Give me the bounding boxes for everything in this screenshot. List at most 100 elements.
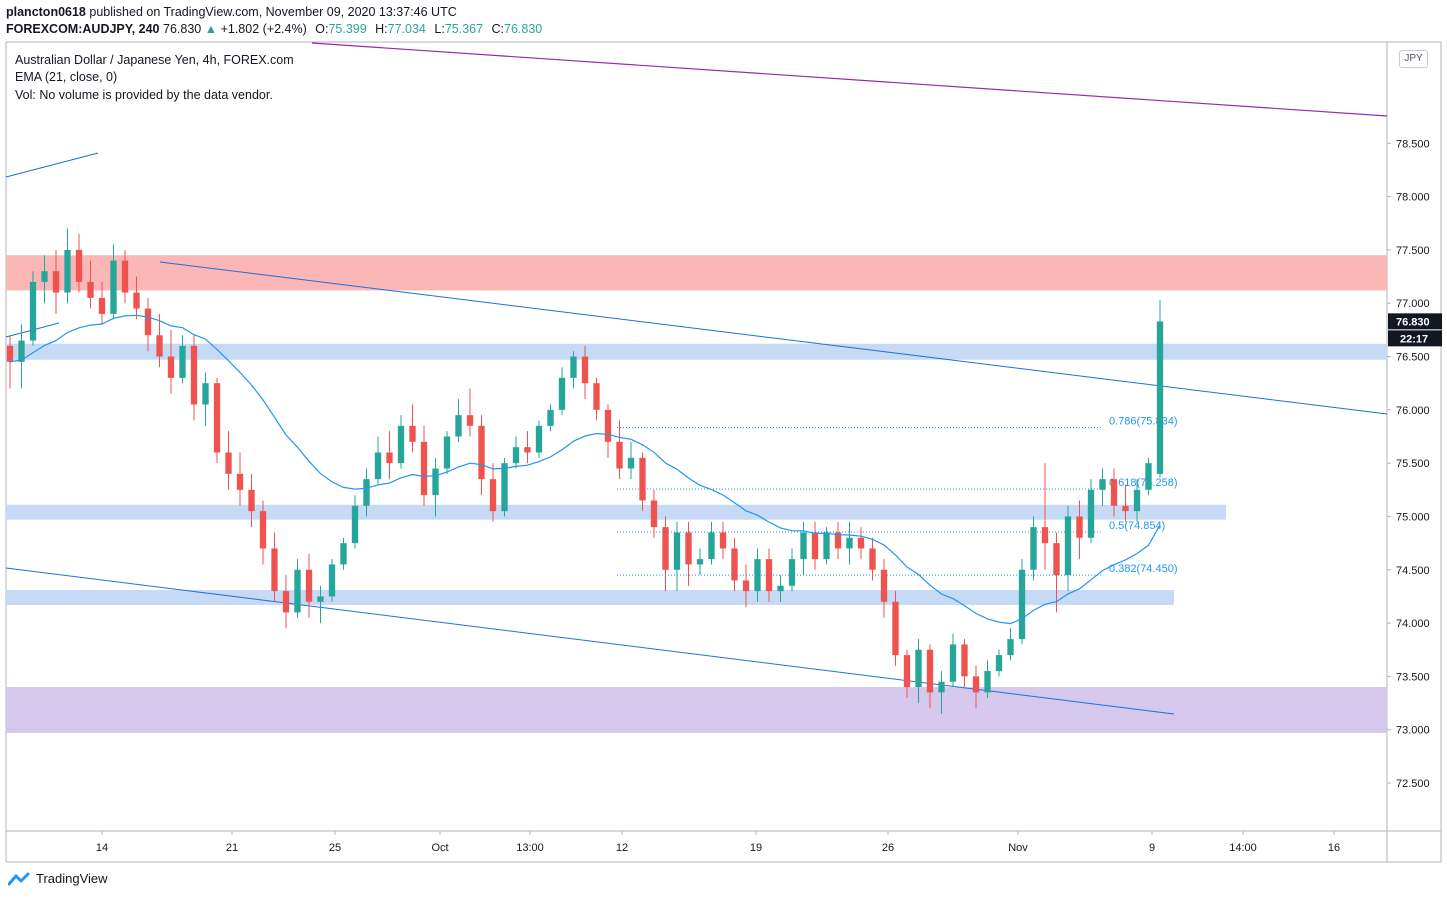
candle-body xyxy=(1110,479,1118,506)
candle-body xyxy=(731,548,738,581)
time-tick-10: 14:00 xyxy=(1229,842,1257,854)
candle-body xyxy=(581,356,589,384)
channel-top-line xyxy=(159,261,1388,415)
countdown-tag xyxy=(1388,330,1442,347)
candle-body xyxy=(98,297,106,314)
candle-body xyxy=(1041,527,1049,544)
ema-line xyxy=(9,314,1161,625)
candle-body xyxy=(374,452,382,480)
brand-name: TradingView xyxy=(36,871,108,886)
candle-body xyxy=(708,532,715,560)
time-tick-0: 14 xyxy=(96,842,108,854)
zone-1 xyxy=(6,343,1387,360)
candle-body xyxy=(18,340,25,362)
publisher-name[interactable]: plancton0618 xyxy=(6,5,86,19)
candle-body xyxy=(869,548,876,570)
channel-line-upper-stub xyxy=(5,152,99,178)
last-price: 76.830 xyxy=(163,22,202,36)
candle-body xyxy=(857,537,865,549)
candle-body xyxy=(386,452,393,464)
time-tick-6: 19 xyxy=(750,842,762,854)
open-value: 75.399 xyxy=(328,22,367,36)
time-tick-1: 21 xyxy=(226,842,238,854)
countdown-text: 22:17 xyxy=(1400,333,1428,345)
candle-body xyxy=(1156,321,1164,474)
candle-body xyxy=(984,671,991,693)
currency-button[interactable]: JPY xyxy=(1399,50,1428,68)
candle-body xyxy=(409,425,416,442)
volume-legend: Vol: No volume is provided by the data v… xyxy=(15,88,273,102)
candle-body xyxy=(1007,639,1014,656)
price-tick-2: 77.500 xyxy=(1396,245,1430,257)
candle-body xyxy=(673,532,681,570)
symbol: FOREXCOM:AUDJPY, 240 xyxy=(6,22,160,36)
candle-body xyxy=(64,249,71,293)
candle-body xyxy=(823,532,830,560)
last-price-text: 76.830 xyxy=(1396,316,1430,328)
price-tick-8: 74.500 xyxy=(1396,565,1430,577)
candle-body xyxy=(156,335,163,357)
candle-body xyxy=(420,441,428,496)
zone-4 xyxy=(6,687,1387,733)
candle-body xyxy=(397,425,405,464)
candle-body xyxy=(1064,516,1072,576)
candle-body xyxy=(1133,489,1141,512)
candle-body xyxy=(685,532,692,565)
candle-body xyxy=(29,281,37,341)
candle-body xyxy=(800,532,807,560)
price-tick-10: 73.500 xyxy=(1396,671,1430,683)
change-arrow-icon: ▲ xyxy=(204,22,218,36)
close-value: 76.830 xyxy=(504,22,543,36)
candle-body xyxy=(489,479,497,512)
candle-body xyxy=(455,415,462,437)
candle-body xyxy=(535,425,543,453)
candle-body xyxy=(788,559,796,586)
candle-body xyxy=(926,649,934,693)
price-tick-4: 76.500 xyxy=(1396,352,1430,364)
candle-body xyxy=(593,383,600,410)
candle-body xyxy=(1076,516,1083,538)
candle-body xyxy=(547,409,554,426)
candle-body xyxy=(1018,569,1026,640)
price-tick-7: 75.000 xyxy=(1396,511,1430,523)
price-tick-1: 78.000 xyxy=(1396,192,1430,204)
time-tick-9: 9 xyxy=(1149,842,1155,854)
candle-body xyxy=(961,644,968,677)
candle-body xyxy=(305,569,313,602)
candle-body xyxy=(236,473,244,490)
candle-body xyxy=(52,271,60,293)
candle-body xyxy=(133,292,140,309)
candle-body xyxy=(938,681,945,693)
price-tick-5: 76.000 xyxy=(1396,405,1430,417)
candle-body xyxy=(949,644,957,682)
price-tick-3: 77.000 xyxy=(1396,298,1430,310)
candle-body xyxy=(1099,479,1106,490)
candle-body xyxy=(75,249,83,282)
zone-2 xyxy=(6,504,1226,520)
candle-body xyxy=(570,356,577,378)
high-label: H: xyxy=(375,22,388,36)
candle-body xyxy=(1145,463,1152,490)
candle-body xyxy=(1087,489,1095,538)
candle-body xyxy=(340,543,347,565)
candle-body xyxy=(259,511,267,549)
candle-body xyxy=(880,569,888,602)
tradingview-logo[interactable]: TradingView xyxy=(8,871,108,886)
price-tick-9: 74.000 xyxy=(1396,618,1430,630)
candle-body xyxy=(846,537,853,549)
candle-body xyxy=(87,281,94,298)
fib-label-1: 0.618(75.258) xyxy=(1109,477,1178,489)
candle-body xyxy=(558,377,566,410)
time-tick-3: Oct xyxy=(431,842,448,854)
chart-title: Australian Dollar / Japanese Yen, 4h, FO… xyxy=(15,53,294,67)
candle-body xyxy=(225,452,232,474)
candle-body xyxy=(328,564,336,597)
channel-bottom-line xyxy=(5,567,1175,715)
zone-3 xyxy=(6,590,1174,605)
price-tick-0: 78.500 xyxy=(1396,138,1430,150)
candle-body xyxy=(742,580,750,592)
candle-body xyxy=(604,409,612,442)
candle-body xyxy=(650,500,658,528)
high-value: 77.034 xyxy=(387,22,426,36)
